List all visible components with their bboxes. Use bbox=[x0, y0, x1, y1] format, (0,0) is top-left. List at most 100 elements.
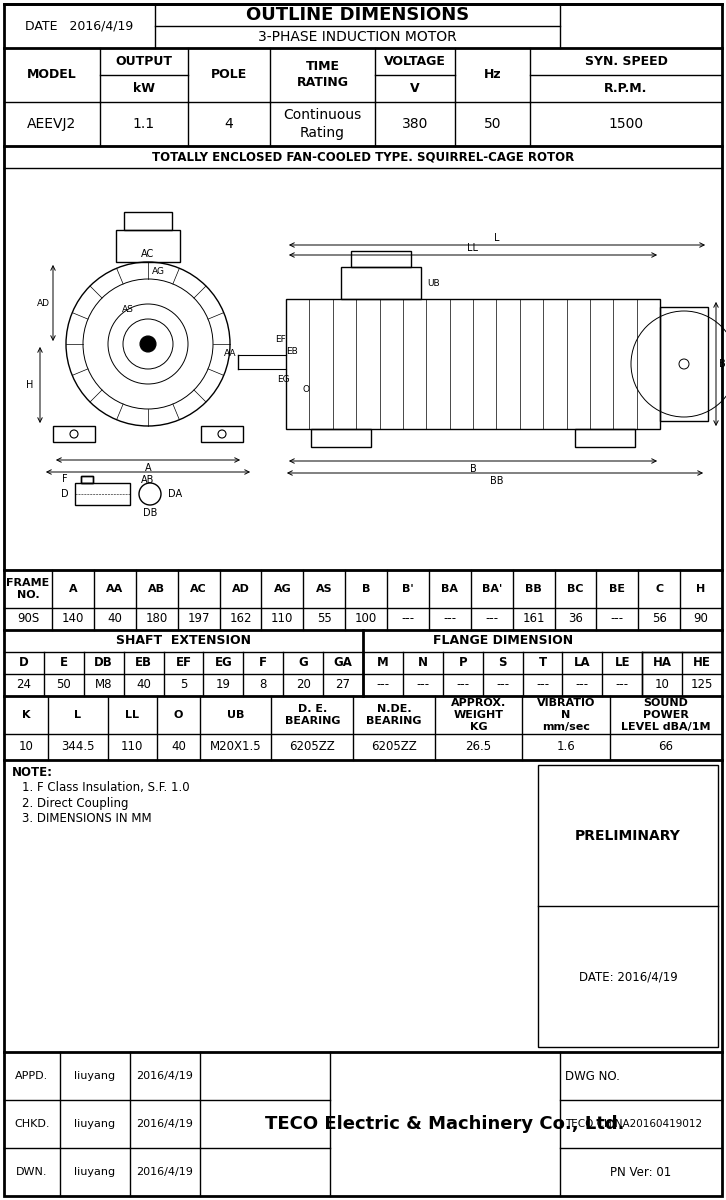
Text: EG: EG bbox=[277, 374, 290, 384]
Text: BE: BE bbox=[609, 584, 625, 594]
Text: H: H bbox=[26, 380, 33, 390]
Text: liuyang: liuyang bbox=[75, 1118, 115, 1129]
Text: M: M bbox=[377, 656, 389, 670]
Text: 140: 140 bbox=[62, 612, 84, 625]
Text: S: S bbox=[498, 656, 507, 670]
Bar bbox=[81, 476, 93, 482]
Text: CHKD.: CHKD. bbox=[15, 1118, 50, 1129]
Text: liuyang: liuyang bbox=[75, 1070, 115, 1081]
Text: H: H bbox=[696, 584, 706, 594]
Text: A: A bbox=[144, 463, 151, 473]
Text: NOTE:: NOTE: bbox=[12, 767, 53, 780]
Text: 162: 162 bbox=[229, 612, 252, 625]
Text: TECO Electric & Machinery Co., Ltd.: TECO Electric & Machinery Co., Ltd. bbox=[265, 1115, 625, 1133]
Text: UB: UB bbox=[227, 710, 245, 720]
Bar bbox=[341, 266, 421, 299]
Text: R.P.M.: R.P.M. bbox=[604, 82, 648, 95]
Text: DB: DB bbox=[143, 508, 158, 518]
Text: Continuous
Rating: Continuous Rating bbox=[283, 108, 362, 139]
Text: GA: GA bbox=[334, 656, 353, 670]
Text: 2016/4/19: 2016/4/19 bbox=[136, 1070, 193, 1081]
Bar bbox=[75, 482, 130, 505]
Text: L: L bbox=[494, 233, 499, 242]
Text: 40: 40 bbox=[107, 612, 122, 625]
Text: AG: AG bbox=[152, 268, 165, 276]
Text: 180: 180 bbox=[145, 612, 168, 625]
Text: POLE: POLE bbox=[211, 68, 247, 82]
Text: V: V bbox=[410, 82, 420, 95]
Text: LL: LL bbox=[468, 242, 478, 253]
Text: BB: BB bbox=[490, 476, 504, 486]
Text: HA: HA bbox=[653, 656, 672, 670]
Text: AS: AS bbox=[316, 584, 333, 594]
Text: SOUND
POWER
LEVEL dBA/1M: SOUND POWER LEVEL dBA/1M bbox=[621, 697, 711, 732]
Text: 19: 19 bbox=[216, 678, 231, 691]
Text: DB: DB bbox=[94, 656, 113, 670]
Bar bbox=[311, 428, 371, 446]
Text: DA: DA bbox=[168, 490, 182, 499]
Text: 110: 110 bbox=[121, 740, 144, 754]
Text: 100: 100 bbox=[355, 612, 378, 625]
Text: LL: LL bbox=[125, 710, 139, 720]
Text: A: A bbox=[69, 584, 77, 594]
Text: O: O bbox=[174, 710, 183, 720]
Bar bbox=[116, 230, 180, 262]
Text: 50: 50 bbox=[57, 678, 71, 691]
Text: 6205ZZ: 6205ZZ bbox=[371, 740, 417, 754]
Text: 1. F Class Insulation, S.F. 1.0: 1. F Class Insulation, S.F. 1.0 bbox=[22, 781, 189, 794]
Text: ---: --- bbox=[401, 612, 415, 625]
Text: ---: --- bbox=[485, 612, 498, 625]
Text: AD: AD bbox=[232, 584, 249, 594]
Text: EG: EG bbox=[214, 656, 232, 670]
Text: 6205ZZ: 6205ZZ bbox=[290, 740, 335, 754]
Text: FRAME
NO.: FRAME NO. bbox=[7, 577, 49, 600]
Text: 380: 380 bbox=[401, 116, 428, 131]
Text: ---: --- bbox=[416, 678, 429, 691]
Text: EB: EB bbox=[286, 347, 298, 355]
Text: 3. DIMENSIONS IN MM: 3. DIMENSIONS IN MM bbox=[22, 811, 152, 824]
Bar bbox=[4, 146, 722, 570]
Text: EF: EF bbox=[176, 656, 192, 670]
Text: B: B bbox=[362, 584, 370, 594]
Text: 1.6: 1.6 bbox=[557, 740, 575, 754]
Text: 56: 56 bbox=[652, 612, 666, 625]
Text: PN Ver: 01: PN Ver: 01 bbox=[611, 1165, 672, 1178]
Text: AC: AC bbox=[142, 248, 155, 259]
Text: BB: BB bbox=[525, 584, 542, 594]
Text: 2. Direct Coupling: 2. Direct Coupling bbox=[22, 797, 129, 810]
Text: ---: --- bbox=[611, 612, 624, 625]
Text: HE: HE bbox=[693, 656, 711, 670]
Text: F: F bbox=[259, 656, 267, 670]
Text: K: K bbox=[22, 710, 30, 720]
Circle shape bbox=[140, 336, 156, 352]
Text: O: O bbox=[303, 384, 309, 394]
Text: 2016/4/19: 2016/4/19 bbox=[136, 1166, 193, 1177]
Text: 66: 66 bbox=[658, 740, 673, 754]
Text: 90: 90 bbox=[693, 612, 709, 625]
Text: T: T bbox=[539, 656, 547, 670]
Bar bbox=[286, 299, 660, 428]
Text: SYN. SPEED: SYN. SPEED bbox=[584, 55, 667, 68]
Text: 2016/4/19: 2016/4/19 bbox=[136, 1118, 193, 1129]
Text: SHAFT  EXTENSION: SHAFT EXTENSION bbox=[116, 635, 251, 648]
Text: AC: AC bbox=[190, 584, 207, 594]
Text: D: D bbox=[61, 490, 69, 499]
Text: 50: 50 bbox=[484, 116, 501, 131]
Text: AS: AS bbox=[122, 306, 134, 314]
Bar bbox=[660, 307, 708, 421]
Text: MODEL: MODEL bbox=[27, 68, 77, 82]
Text: 24: 24 bbox=[17, 678, 31, 691]
Text: 90S: 90S bbox=[17, 612, 39, 625]
Text: LA: LA bbox=[574, 656, 591, 670]
Text: AB: AB bbox=[148, 584, 166, 594]
Text: PRELIMINARY: PRELIMINARY bbox=[575, 828, 681, 842]
Text: TOTALLY ENCLOSED FAN-COOLED TYPE. SQUIRREL-CAGE ROTOR: TOTALLY ENCLOSED FAN-COOLED TYPE. SQUIRR… bbox=[152, 150, 574, 163]
Text: APPD.: APPD. bbox=[15, 1070, 49, 1081]
Text: VIBRATIO
N
mm/sec: VIBRATIO N mm/sec bbox=[537, 697, 595, 732]
Text: 55: 55 bbox=[317, 612, 332, 625]
Text: F: F bbox=[62, 474, 68, 484]
Text: ---: --- bbox=[444, 612, 457, 625]
Text: LE: LE bbox=[614, 656, 630, 670]
Text: 161: 161 bbox=[522, 612, 544, 625]
Text: VOLTAGE: VOLTAGE bbox=[384, 55, 446, 68]
